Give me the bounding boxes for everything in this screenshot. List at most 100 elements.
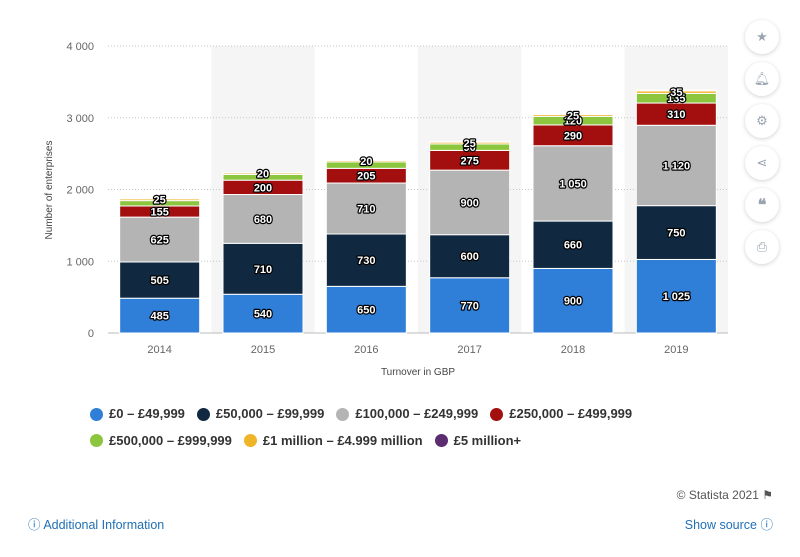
data-label: 625 xyxy=(150,235,168,247)
legend-label: £250,000 – £499,999 xyxy=(509,406,633,421)
legend-item[interactable]: £50,000 – £99,999 xyxy=(196,402,325,426)
legend-item[interactable]: £250,000 – £499,999 xyxy=(490,402,632,426)
legend-label: £100,000 – £249,999 xyxy=(355,406,479,421)
data-label: 155 xyxy=(150,207,168,219)
quote-icon: ❝ xyxy=(757,197,767,214)
data-label: 200 xyxy=(254,182,272,194)
bar-segment xyxy=(532,220,614,269)
star-icon: ★ xyxy=(756,29,768,44)
info-icon: ⓘ xyxy=(760,518,773,532)
legend-marker xyxy=(196,407,210,421)
cite-button[interactable]: ❝ xyxy=(745,188,779,222)
show-source-label: Show source xyxy=(684,518,757,532)
data-label: 1 120 xyxy=(663,160,691,172)
flag-icon: ⚑ xyxy=(762,488,773,502)
data-label: 485 xyxy=(150,311,168,323)
legend-marker xyxy=(336,407,350,421)
x-tick-label: 2014 xyxy=(147,344,171,356)
share-icon: ⋖ xyxy=(756,155,768,170)
x-tick-label: 2017 xyxy=(457,344,481,356)
bar-segment xyxy=(532,145,614,222)
x-tick-label: 2016 xyxy=(354,344,378,356)
data-label: 90 xyxy=(464,142,476,154)
legend-label: £5 million+ xyxy=(453,432,522,448)
legend-marker xyxy=(434,434,448,447)
bar-segment xyxy=(429,141,511,143)
share-button[interactable]: ⋖ xyxy=(745,146,779,180)
data-label: 730 xyxy=(357,255,375,267)
bar-segment xyxy=(429,277,511,334)
legend-item[interactable]: £0 – £49,999 xyxy=(90,402,185,426)
bar-segment xyxy=(325,159,407,161)
legend-label: £1 million – £4.999 million xyxy=(262,432,423,448)
bar-segment xyxy=(532,267,614,334)
legend-label: £50,000 – £99,999 xyxy=(215,406,325,421)
bar-segment xyxy=(222,242,304,295)
data-label: 135 xyxy=(667,93,685,105)
data-label: 505 xyxy=(150,275,168,287)
x-axis-title: Turnover in GBP xyxy=(381,367,455,378)
data-label: 35 xyxy=(670,87,682,99)
data-label: 290 xyxy=(564,130,582,142)
data-label: 710 xyxy=(357,204,375,216)
x-tick-label: 2015 xyxy=(251,344,275,356)
legend-item[interactable]: £5 million+ xyxy=(434,429,522,453)
legend-item[interactable]: £100,000 – £249,999 xyxy=(336,402,478,426)
bar-segment xyxy=(119,197,201,200)
additional-information-link[interactable]: ⓘ Additional Information xyxy=(28,514,164,533)
y-tick-label: 0 xyxy=(88,328,94,340)
data-label: 600 xyxy=(460,251,478,263)
credit-text: © Statista 2021 xyxy=(676,488,759,502)
data-label: 900 xyxy=(460,197,478,209)
bar-segment xyxy=(635,124,717,207)
data-label: 120 xyxy=(564,116,582,128)
bar-segment xyxy=(119,261,201,299)
data-label: 650 xyxy=(357,305,375,317)
data-label: 25 xyxy=(154,195,166,207)
print-button[interactable]: ⎙ xyxy=(745,230,779,264)
bars xyxy=(119,89,717,334)
data-label: 770 xyxy=(460,300,478,312)
y-tick-label: 4 000 xyxy=(66,41,94,53)
bar-segment xyxy=(635,89,717,92)
data-label: 710 xyxy=(254,264,272,276)
legend-marker xyxy=(243,434,257,447)
data-label: 900 xyxy=(564,296,582,308)
bar-segment xyxy=(325,233,407,287)
data-label: 1 025 xyxy=(663,291,691,303)
gear-icon: ⚙ xyxy=(756,113,768,128)
data-label: 275 xyxy=(460,155,478,167)
data-label: 680 xyxy=(254,214,272,226)
bar-segment xyxy=(222,293,304,334)
data-label: 660 xyxy=(564,240,582,252)
data-labels: 4855056251552554071068020020650730710205… xyxy=(149,86,691,324)
show-source-link[interactable]: Show source ⓘ xyxy=(685,514,773,533)
favorite-button[interactable]: ★ xyxy=(745,20,779,54)
legend-item[interactable]: £1 million – £4.999 million xyxy=(243,429,423,453)
data-label: 25 xyxy=(464,138,476,150)
data-label: 310 xyxy=(667,109,685,121)
print-icon: ⎙ xyxy=(756,239,768,254)
y-tick-label: 1 000 xyxy=(66,256,94,268)
legend-marker xyxy=(490,407,504,421)
data-label: 25 xyxy=(567,110,579,122)
notification-button[interactable]: 🔔︎ xyxy=(745,62,779,96)
legend: £0 – £49,999 £50,000 – £99,999 £100,000 – … xyxy=(90,402,730,455)
bell-icon: 🔔︎ xyxy=(753,71,771,86)
bar-segment xyxy=(635,258,717,334)
x-tick-label: 2018 xyxy=(561,344,585,356)
bar-segment xyxy=(532,113,614,116)
settings-button[interactable]: ⚙ xyxy=(745,104,779,138)
legend-item[interactable]: £500,000 – £999,999 xyxy=(90,429,232,453)
additional-info-label: Additional Information xyxy=(43,518,165,532)
y-axis-title: Number of enterprises xyxy=(44,141,55,240)
statista-credit[interactable]: © Statista 2021 ⚑ xyxy=(677,488,773,502)
data-label: 20 xyxy=(360,156,372,168)
y-tick-label: 3 000 xyxy=(66,113,94,125)
x-tick-label: 2019 xyxy=(664,344,688,356)
data-label: 540 xyxy=(254,309,272,321)
legend-marker xyxy=(90,434,103,447)
bar-segment xyxy=(635,205,717,260)
data-label: 1 050 xyxy=(559,178,587,190)
